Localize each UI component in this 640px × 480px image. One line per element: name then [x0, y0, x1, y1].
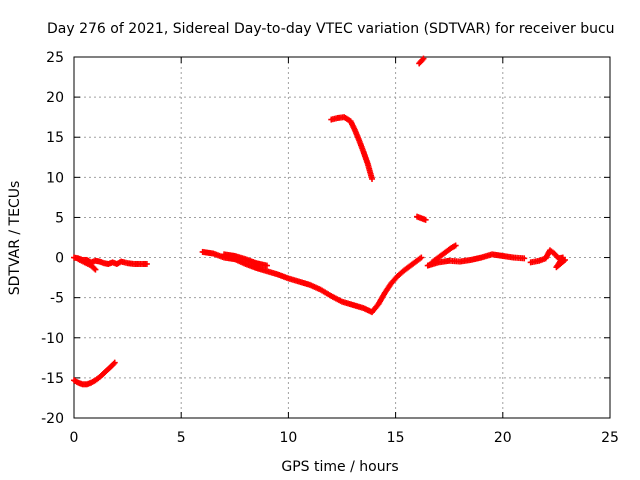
data-point-marker [561, 256, 568, 263]
data-point-marker [92, 266, 99, 273]
chart-title: Day 276 of 2021, Sidereal Day-to-day VTE… [47, 21, 615, 37]
y-tick-label: -15 [41, 371, 64, 387]
data-point-marker [369, 175, 376, 182]
y-axis-label: SDTVAR / TECUs [7, 181, 23, 296]
data-point-marker [263, 262, 270, 269]
data-point-marker [143, 260, 150, 267]
x-tick-label: 20 [494, 430, 512, 446]
x-tick-label: 0 [70, 430, 79, 446]
y-tick-label: -5 [50, 291, 64, 307]
x-axis-label: GPS time / hours [281, 459, 398, 475]
axes [73, 56, 611, 419]
x-tick-label: 10 [279, 430, 297, 446]
y-tick-label: 20 [46, 90, 64, 106]
y-tick-label: 25 [46, 50, 64, 66]
y-tick-label: 10 [46, 170, 64, 186]
data-point-marker [91, 265, 98, 272]
y-tick-label: 15 [46, 130, 64, 146]
x-tick-label: 5 [177, 430, 186, 446]
x-tick-label: 25 [601, 430, 619, 446]
x-tick-label: 15 [387, 430, 405, 446]
data-point-marker [521, 255, 528, 262]
tick-labels: 0 5 10 15 20 25 -20 -15 -10 -5 0 5 10 15 20 25 [41, 50, 619, 446]
data-point-marker [418, 254, 425, 261]
y-tick-label: 0 [55, 251, 64, 267]
data-points [71, 55, 568, 388]
data-point-marker [420, 55, 427, 62]
y-tick-label: -10 [41, 331, 64, 347]
data-point-marker [111, 359, 118, 366]
data-point-marker [422, 216, 429, 223]
data-point-marker [452, 242, 459, 249]
plot-frame [73, 56, 611, 419]
y-tick-label: -20 [41, 411, 64, 427]
y-tick-label: 5 [55, 210, 64, 226]
